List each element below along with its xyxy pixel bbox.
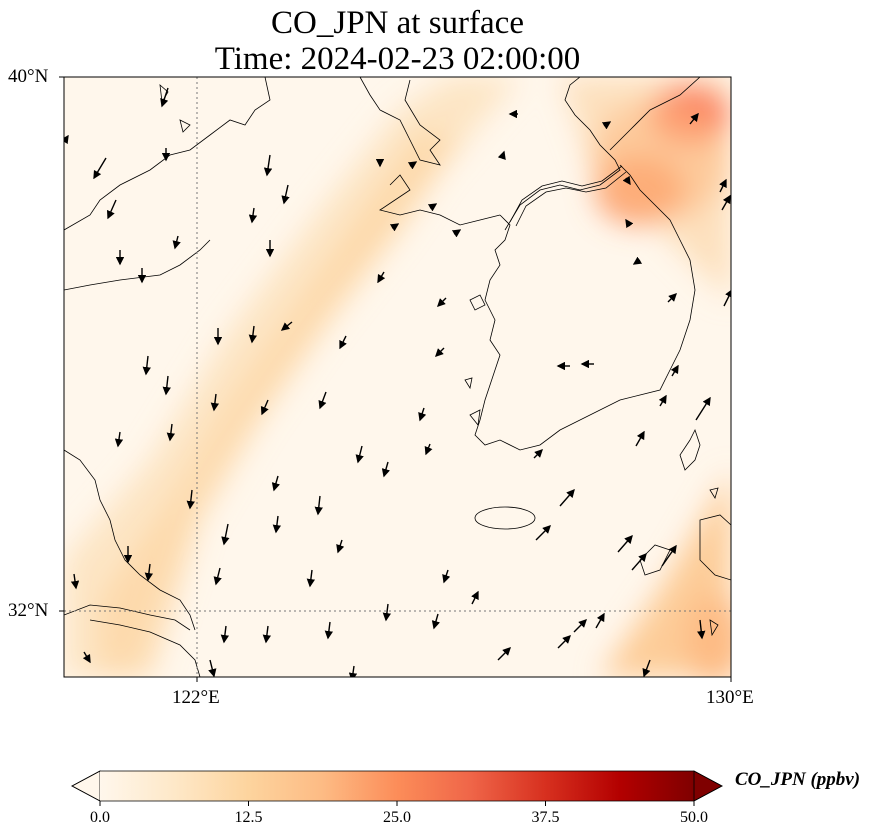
- wind-arrow: [632, 256, 643, 265]
- wind-arrow: [625, 218, 634, 229]
- wind-arrow: [431, 613, 440, 630]
- x-tick-label-122e: 122°E: [172, 687, 220, 708]
- map-title: CO_JPN at surface: [271, 5, 524, 41]
- wind-arrow: [407, 161, 418, 170]
- wind-arrow: [160, 87, 169, 108]
- wind-arrow: [658, 394, 667, 407]
- co-concentration-field: [64, 77, 731, 677]
- wind-arrow: [213, 567, 222, 586]
- wind-arrow: [721, 194, 731, 211]
- colorbar-tick-1: 12.5: [234, 809, 263, 826]
- wind-arrow: [622, 175, 631, 186]
- wind-arrow: [208, 659, 217, 677]
- wind-arrow: [661, 544, 677, 567]
- wind-arrow: [220, 625, 230, 644]
- wind-arrow: [497, 647, 511, 661]
- map-plot: [59, 76, 732, 682]
- wind-arrow: [280, 321, 293, 331]
- x-tick-label-130e: 130°E: [706, 687, 754, 708]
- wind-arrow: [114, 431, 124, 448]
- wind-arrow: [601, 121, 612, 130]
- wind-arrow: [424, 443, 433, 456]
- map-frame: [63, 76, 732, 678]
- coastlines: [64, 77, 731, 677]
- map-subtitle-time: Time: 2024-02-23 02:00:00: [214, 41, 581, 77]
- wind-arrow: [336, 539, 345, 554]
- wind-arrow: [573, 619, 587, 633]
- wind-arrow: [451, 229, 462, 238]
- wind-arrow: [689, 112, 699, 125]
- wind-arrow: [271, 475, 280, 492]
- wind-arrow: [642, 659, 651, 677]
- wind-arrow: [306, 569, 316, 588]
- y-tick-label-40n: 40°N: [8, 66, 49, 87]
- wind-arrow: [339, 335, 347, 350]
- wind-arrow: [427, 203, 438, 212]
- wind-arrow: [631, 552, 647, 571]
- wind-arrow: [318, 391, 327, 410]
- wind-arrow: [533, 449, 543, 459]
- wind-arrow: [617, 534, 633, 553]
- wind-arrow: [221, 523, 230, 546]
- y-tick-label-32n: 32°N: [8, 600, 49, 621]
- colorbar-tick-3: 37.5: [531, 809, 560, 826]
- wind-arrow: [389, 223, 400, 232]
- wind-arrow: [559, 488, 575, 507]
- wind-arrow: [719, 178, 727, 193]
- wind-arrow: [186, 489, 195, 510]
- colorbar-tick-4: 50.0: [680, 809, 708, 826]
- wind-arrow: [314, 495, 323, 516]
- wind-arrow: [348, 665, 358, 677]
- wind-arrow: [497, 150, 506, 160]
- wind-arrow: [595, 612, 605, 629]
- wind-arrow: [557, 635, 571, 649]
- wind-arrow: [355, 445, 364, 464]
- wind-arrow: [248, 325, 258, 344]
- colorbar-gradient: [100, 771, 694, 801]
- wind-arrow: [635, 430, 645, 447]
- colorbar-extend-low: [71, 770, 101, 802]
- wind-arrow: [262, 625, 272, 644]
- wind-arrow: [142, 355, 151, 376]
- wind-arrow: [166, 423, 176, 442]
- wind-arrow: [670, 364, 679, 377]
- wind-arrow: [144, 563, 154, 582]
- wind-arrow: [695, 396, 711, 421]
- colorbar-label: CO_JPN (ppbv): [735, 769, 861, 790]
- wind-arrow: [281, 184, 290, 205]
- wind-arrow: [442, 569, 451, 584]
- colorbar-tick-2: 25.0: [383, 809, 411, 826]
- colorbar-tick-0: 0.0: [90, 809, 110, 826]
- wind-arrow: [382, 603, 392, 622]
- wind-arrow: [471, 590, 479, 605]
- wind-arrow: [70, 573, 80, 590]
- wind-arrow: [667, 293, 677, 303]
- colorbar-extend-high: [693, 770, 723, 802]
- wind-arrow: [418, 407, 427, 422]
- wind-arrow: [248, 207, 258, 224]
- wind-arrow: [435, 347, 445, 357]
- gridlines: [64, 77, 731, 677]
- wind-arrow: [535, 525, 551, 541]
- wind-arrow: [697, 619, 706, 640]
- wind-arrow: [172, 235, 181, 250]
- wind-arrow: [107, 199, 117, 220]
- wind-arrow: [162, 375, 171, 396]
- wind-arrow: [381, 461, 390, 478]
- wind-arrow: [377, 271, 386, 284]
- wind-arrow: [324, 621, 334, 640]
- wind-arrow: [82, 651, 91, 664]
- wind-arrow: [64, 134, 69, 145]
- wind-arrow: [260, 399, 269, 416]
- wind-arrow: [93, 157, 107, 180]
- wind-arrow: [437, 297, 447, 307]
- wind-arrow: [210, 393, 220, 412]
- wind-arrow: [272, 515, 282, 534]
- wind-arrow: [263, 154, 273, 177]
- wind-vectors: [64, 87, 731, 677]
